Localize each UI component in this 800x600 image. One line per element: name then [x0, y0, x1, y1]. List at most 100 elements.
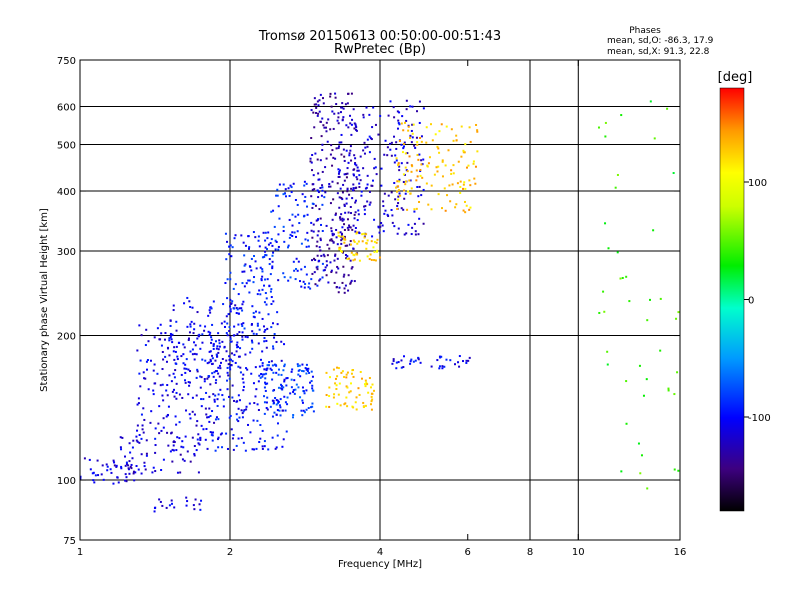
scatter-point: [215, 416, 218, 419]
scatter-point: [310, 406, 313, 409]
scatter-point: [183, 367, 186, 370]
scatter-point: [209, 331, 212, 334]
scatter-point: [411, 105, 414, 108]
scatter-point: [213, 421, 216, 424]
scatter-point: [346, 187, 349, 190]
scatter-point: [366, 138, 369, 141]
scatter-point: [621, 276, 624, 279]
scatter-point: [357, 240, 360, 243]
scatter-point: [191, 410, 194, 413]
scatter-point: [310, 278, 313, 281]
scatter-point: [285, 384, 288, 387]
scatter-point: [245, 408, 248, 411]
scatter-point: [343, 159, 346, 162]
scatter-point: [199, 386, 202, 389]
scatter-points: [80, 92, 680, 513]
scatter-point: [459, 185, 462, 188]
scatter-point: [353, 189, 356, 192]
scatter-point: [331, 239, 334, 242]
scatter-point: [321, 189, 324, 192]
scatter-point: [320, 194, 323, 197]
scatter-point: [376, 238, 379, 241]
scatter-point: [231, 300, 234, 303]
scatter-point: [106, 469, 109, 472]
scatter-point: [316, 268, 319, 271]
scatter-point: [263, 368, 266, 371]
scatter-point: [303, 411, 306, 414]
scatter-point: [184, 363, 187, 366]
scatter-point: [288, 218, 291, 221]
scatter-point: [340, 141, 343, 144]
scatter-point: [306, 213, 309, 216]
scatter-point: [337, 175, 340, 178]
scatter-point: [241, 331, 244, 334]
scatter-point: [383, 212, 386, 215]
scatter-point: [320, 223, 323, 226]
scatter-point: [174, 369, 177, 372]
scatter-point: [300, 409, 303, 412]
scatter-point: [304, 367, 307, 370]
scatter-point: [337, 168, 340, 171]
scatter-point: [598, 311, 601, 314]
scatter-point: [263, 255, 266, 258]
scatter-point: [263, 373, 266, 376]
scatter-point: [110, 471, 113, 474]
scatter-point: [345, 124, 348, 127]
scatter-point: [301, 386, 304, 389]
scatter-point: [210, 341, 213, 344]
scatter-point: [230, 302, 233, 305]
scatter-point: [328, 405, 331, 408]
scatter-point: [154, 451, 157, 454]
scatter-point: [333, 259, 336, 262]
scatter-point: [172, 449, 175, 452]
scatter-point: [175, 391, 178, 394]
scatter-point: [371, 383, 374, 386]
scatter-point: [380, 167, 383, 170]
scatter-point: [441, 159, 444, 162]
scatter-point: [241, 338, 244, 341]
scatter-point: [354, 226, 357, 229]
scatter-point: [237, 312, 240, 315]
scatter-point: [364, 146, 367, 149]
scatter-point: [354, 157, 357, 160]
scatter-point: [333, 112, 336, 115]
scatter-point: [344, 253, 347, 256]
scatter-point: [285, 195, 288, 198]
scatter-point: [175, 382, 178, 385]
scatter-point: [373, 259, 376, 262]
scatter-point: [261, 364, 264, 367]
scatter-point: [200, 424, 203, 427]
scatter-point: [235, 413, 238, 416]
scatter-point: [355, 408, 358, 411]
scatter-point: [369, 386, 372, 389]
scatter-point: [119, 436, 122, 439]
scatter-point: [365, 247, 368, 250]
scatter-point: [242, 322, 245, 325]
scatter-point: [226, 379, 229, 382]
scatter-point: [282, 438, 285, 441]
scatter-point: [263, 401, 266, 404]
scatter-point: [236, 400, 239, 403]
scatter-point: [604, 121, 607, 124]
scatter-point: [183, 302, 186, 305]
scatter-point: [421, 176, 424, 179]
scatter-point: [353, 240, 356, 243]
scatter-point: [420, 163, 423, 166]
scatter-point: [177, 341, 180, 344]
scatter-point: [294, 388, 297, 391]
scatter-point: [307, 367, 310, 370]
scatter-point: [356, 166, 359, 169]
scatter-point: [259, 376, 262, 379]
scatter-point: [248, 265, 251, 268]
scatter-point: [417, 158, 420, 161]
scatter-point: [145, 368, 148, 371]
scatter-point: [305, 368, 308, 371]
scatter-point: [285, 377, 288, 380]
scatter-point: [218, 342, 221, 345]
scatter-point: [364, 205, 367, 208]
scatter-point: [347, 289, 350, 292]
scatter-point: [289, 276, 292, 279]
scatter-point: [317, 230, 320, 233]
scatter-point: [251, 305, 254, 308]
